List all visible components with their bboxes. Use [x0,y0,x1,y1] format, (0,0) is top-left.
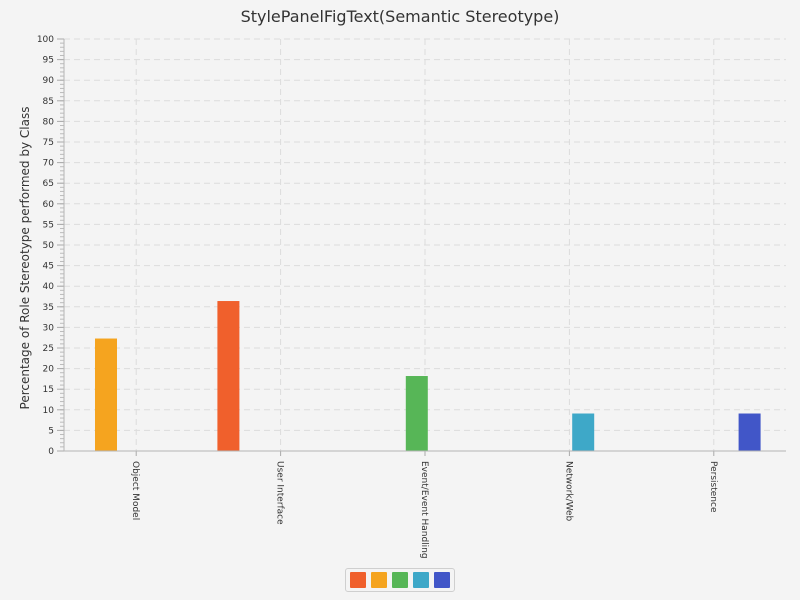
y-tick-label: 50 [43,241,55,251]
y-tick-label: 70 [43,159,55,169]
legend-swatch [392,572,408,588]
chart-title: StylePanelFigText(Semantic Stereotype) [240,7,560,26]
y-tick-label: 10 [43,406,55,416]
y-tick-label: 100 [37,35,54,45]
x-tick-label: Event/Event Handling [419,461,429,559]
y-tick-label: 60 [43,200,55,210]
legend-swatch [371,572,387,588]
y-tick-label: 90 [43,76,55,86]
y-tick-label: 15 [43,385,54,395]
legend [345,568,455,592]
y-tick-label: 40 [43,282,55,292]
bar [738,413,761,451]
bar [572,413,595,451]
y-tick-label: 75 [43,138,54,148]
legend-swatch [434,572,450,588]
y-tick-label: 30 [43,323,55,333]
x-tick-label: Object Model [130,461,140,520]
x-tick-label: Network/Web [563,461,573,522]
y-tick-label: 80 [43,117,55,127]
y-tick-label: 65 [43,179,54,189]
legend-swatch [350,572,366,588]
y-tick-label: 55 [43,220,54,230]
bar [95,338,117,451]
y-tick-label: 25 [43,344,54,354]
y-tick-label: 95 [43,56,54,66]
x-tick-label: User Interface [275,461,285,525]
y-tick-label: 85 [43,97,54,107]
bar [217,301,240,451]
y-tick-label: 0 [48,447,54,457]
y-tick-label: 5 [48,426,54,436]
y-tick-label: 35 [43,303,54,313]
bar [405,376,428,451]
y-tick-label: 20 [43,365,55,375]
x-tick-label: Persistence [708,461,718,513]
legend-swatch [413,572,429,588]
y-tick-label: 45 [43,262,54,272]
